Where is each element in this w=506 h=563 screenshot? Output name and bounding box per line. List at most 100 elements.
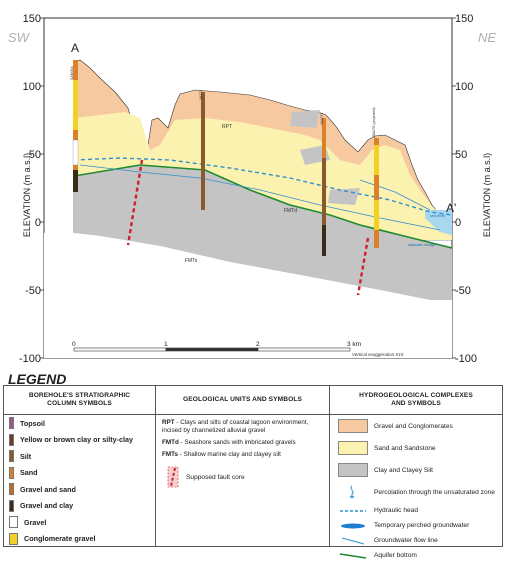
compass-southwest: SW <box>8 30 31 45</box>
vertical-exaggeration-note: Vertical exaggeration X15 <box>352 352 404 357</box>
borehole-san06a <box>72 60 79 192</box>
hydro-legend-item: Temporary perched groundwater <box>330 518 502 533</box>
header-line: BOREHOLE'S STRATIGRAPHIC <box>28 392 131 400</box>
y-tick-label-left: 0 <box>35 217 41 229</box>
scale-label: 1 <box>164 341 168 348</box>
groundwater-flow-line <box>359 179 431 211</box>
unit-code: RPT <box>162 419 175 426</box>
borehole-legend-item: Yellow or brown clay or silty-clay <box>4 432 155 449</box>
legend-label: Gravel <box>24 517 47 527</box>
geological-units-column: GEOLOGICAL UNITS AND SYMBOLS RPT - Clays… <box>156 386 330 546</box>
topsoil-swatch <box>9 417 14 430</box>
y-tick-label-right: 0 <box>455 217 461 229</box>
borehole-legend-item: Gravel and clay <box>4 498 155 515</box>
hydraulic-head-icon <box>340 509 366 512</box>
y-tick-label-right: 150 <box>455 13 473 25</box>
borehole-label: 16A071 <box>320 113 324 125</box>
legend-label: Aquifer bottom <box>374 552 417 559</box>
legend-label: Gravel and Conglomerates <box>374 422 453 430</box>
gravel-conglomerate-swatch <box>338 419 368 433</box>
hydrogeology-column: HYDROGEOLOGICAL COMPLEXES AND SYMBOLS Gr… <box>330 386 502 559</box>
groundwater-flow-line <box>79 164 441 231</box>
geological-cross-section: 150 150 100 100 50 50 0 0 -50 -50 -100 -100 SW NE A… <box>8 13 496 365</box>
legend-title: LEGEND <box>8 371 67 387</box>
hydro-legend-item: Clay and Clayey Silt <box>330 459 502 481</box>
legend-label: Gravel and sand <box>20 484 76 494</box>
unit-code: FMTd <box>162 438 179 446</box>
aquifer-bottom-icon <box>339 552 367 559</box>
unit-label-fmt-d: FMTd <box>284 208 297 214</box>
compass-northeast: NE <box>478 30 496 45</box>
borehole-legend-item: Gravel <box>4 514 155 531</box>
aquifer-bottom-line <box>73 164 452 249</box>
sand-sandstone-swatch <box>338 441 368 455</box>
legend-label: Temporary perched groundwater <box>374 522 470 529</box>
header-line: AND SYMBOLS <box>391 400 441 407</box>
flow-line-icon <box>341 537 365 544</box>
legend-label: Gravel and clay <box>20 501 74 511</box>
hydro-legend-item: Groundwater flow line <box>330 533 502 548</box>
hydro-legend-item: Gravel and Conglomerates <box>330 415 502 437</box>
geology-legend-item: FMTd - Seashore sands with imbricated gr… <box>156 435 329 447</box>
clay-silt-swatch <box>338 463 368 477</box>
legend-label: Silt <box>20 451 32 461</box>
legend-label: Clay and Clayey Silt <box>374 466 434 474</box>
sea-water <box>425 210 452 235</box>
y-axis-label-right: ELEVATION (m a.s.l) <box>482 153 492 237</box>
geology-column-header: GEOLOGICAL UNITS AND SYMBOLS <box>156 386 329 415</box>
hydraulic-head-line <box>73 157 452 216</box>
header-line: GEOLOGICAL UNITS AND SYMBOLS <box>183 396 302 404</box>
sea-level-label: sea level <box>430 214 445 218</box>
borehole-legend-item: Conglomerate gravel <box>4 531 155 548</box>
borehole-column-header: BOREHOLE'S STRATIGRAPHIC COLUMN SYMBOLS <box>4 386 155 415</box>
sand-swatch <box>9 466 14 479</box>
legend-label: Yellow or brown clay or silty-clay <box>20 435 134 445</box>
header-line: HYDROGEOLOGICAL COMPLEXES <box>359 392 473 400</box>
legend-label: Percolation through the unsaturated zone <box>374 488 495 496</box>
legend-label: Groundwater flow line <box>374 537 438 544</box>
gravel-clay-swatch <box>9 499 14 512</box>
percolation-icon <box>349 485 355 499</box>
hydro-legend-item: Hydraulic head <box>330 503 502 518</box>
gravel-swatch <box>9 516 18 529</box>
silt-swatch <box>9 450 14 463</box>
legend-label: Sand <box>20 468 38 478</box>
scale-label: 3 km <box>347 341 361 348</box>
hydro-column-header: HYDROGEOLOGICAL COMPLEXES AND SYMBOLS <box>330 386 502 415</box>
unit-label-fmt-s: FMTs <box>185 258 198 264</box>
fault-legend-item: Supposed fault core <box>156 458 329 488</box>
unit-description: - Clays and silts of coastal lagoon envi… <box>162 419 309 434</box>
legend-label: Hydraulic head <box>374 507 418 514</box>
legend-label: Sand and Sandstone <box>374 444 436 452</box>
unit-code: FMTs <box>162 450 178 458</box>
fault-core <box>356 237 370 296</box>
borehole-16a071 <box>322 118 326 256</box>
fault-core-icon <box>167 467 179 488</box>
clay-swatch <box>9 433 14 446</box>
borehole-16271 <box>201 92 205 210</box>
borehole-16a078 <box>374 138 379 248</box>
borehole-legend-item: Gravel and sand <box>4 481 155 498</box>
y-tick-label-left: 150 <box>23 13 41 25</box>
gravel-sand-swatch <box>9 483 14 496</box>
legend-label: Conglomerate gravel <box>24 534 96 544</box>
perched-groundwater-icon <box>341 523 365 528</box>
geology-legend-item: FMTs - Shallow marine clay and clayey si… <box>156 447 329 459</box>
y-tick-label-left: -50 <box>25 285 41 297</box>
y-tick-label-left: 100 <box>23 81 41 93</box>
y-tick-label-right: 50 <box>455 149 467 161</box>
unit-description: - Seashore sands with imbricated gravels <box>178 438 296 446</box>
header-line: COLUMN SYMBOLS <box>47 400 112 407</box>
borehole-legend-item: Topsoil <box>4 415 155 432</box>
borehole-symbols-column: BOREHOLE'S STRATIGRAPHIC COLUMN SYMBOLS … <box>4 386 156 546</box>
geology-legend-item: RPT - Clays and silts of coastal lagoon … <box>156 415 329 435</box>
y-axis-ticks: 150 150 100 100 50 50 0 0 -50 -50 -100 -100 <box>19 13 477 365</box>
y-tick-label-right: -50 <box>455 285 471 297</box>
scale-label: 2 <box>256 341 260 348</box>
borehole-legend-item: Silt <box>4 448 155 465</box>
borehole-label: SAN06A <box>70 66 74 80</box>
hydro-legend-item: Percolation through the unsaturated zone <box>330 481 502 503</box>
y-axis-label-left: ELEVATION (m a.s.l) <box>22 153 32 237</box>
conglomerate-swatch <box>9 532 18 545</box>
borehole-label: 16271 <box>199 90 203 100</box>
